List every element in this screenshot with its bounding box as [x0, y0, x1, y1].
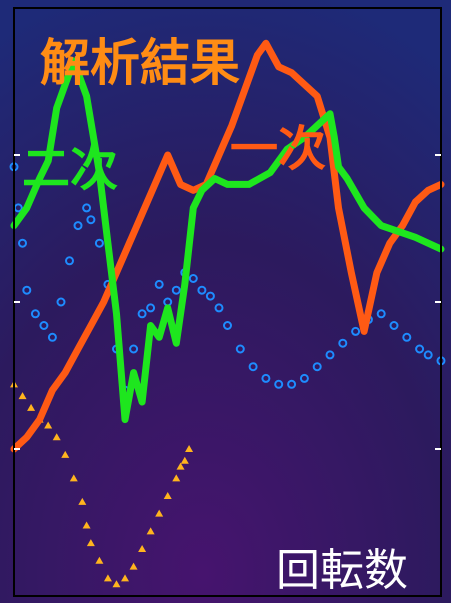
- data-point: [163, 492, 172, 500]
- data-point: [18, 238, 27, 248]
- data-point: [154, 279, 164, 289]
- data-point: [180, 456, 189, 464]
- data-point: [274, 379, 284, 389]
- data-point: [112, 580, 121, 588]
- data-point: [27, 403, 36, 411]
- data-point: [146, 303, 156, 313]
- data-point: [205, 291, 215, 301]
- data-point: [39, 321, 49, 330]
- data-point: [287, 379, 297, 389]
- series-4: [10, 380, 194, 588]
- data-point: [172, 474, 181, 482]
- data-point: [129, 562, 138, 570]
- data-point: [261, 373, 271, 383]
- data-point: [95, 556, 104, 564]
- data-point: [78, 497, 87, 505]
- data-point: [86, 539, 95, 547]
- data-point: [30, 309, 40, 319]
- data-point: [155, 509, 164, 517]
- data-point: [22, 285, 32, 295]
- data-point: [65, 256, 74, 266]
- series-2: [10, 57, 445, 424]
- data-point: [146, 527, 155, 535]
- data-point: [248, 362, 258, 372]
- data-point: [389, 321, 399, 330]
- data-point: [129, 344, 139, 354]
- annotation-first-order: 一次: [230, 121, 326, 177]
- data-point: [197, 285, 207, 295]
- data-point: [61, 450, 70, 458]
- data-point: [188, 274, 198, 283]
- data-point: [138, 544, 147, 552]
- data-point: [137, 309, 147, 319]
- series-line-2: [10, 57, 445, 424]
- data-point: [423, 350, 433, 360]
- data-point: [402, 332, 412, 342]
- x-axis-label: 回転数: [276, 545, 408, 596]
- data-point: [171, 285, 181, 295]
- data-point: [18, 392, 27, 400]
- data-point: [73, 221, 83, 231]
- data-point: [376, 309, 386, 319]
- data-point: [338, 338, 348, 348]
- data-point: [86, 215, 96, 225]
- data-point: [94, 238, 104, 248]
- series-1: [10, 39, 445, 453]
- series-layer: [9, 39, 446, 588]
- chart-title: 解析結果: [40, 34, 240, 92]
- data-point: [299, 373, 309, 383]
- data-point: [415, 344, 425, 354]
- data-point: [69, 474, 78, 482]
- data-point: [235, 344, 245, 354]
- annotation-second-order: 二次: [22, 141, 118, 197]
- data-point: [176, 462, 185, 470]
- data-point: [351, 326, 361, 336]
- data-point: [121, 574, 130, 582]
- data-point: [223, 321, 232, 330]
- data-point: [185, 445, 194, 452]
- data-point: [52, 433, 61, 441]
- data-point: [82, 203, 92, 213]
- data-point: [47, 332, 57, 342]
- data-point: [312, 362, 322, 372]
- tick-layer: [14, 154, 441, 450]
- data-point: [325, 350, 335, 360]
- data-point: [214, 303, 224, 313]
- data-point: [103, 574, 112, 582]
- data-point: [44, 421, 53, 429]
- series-line-1: [10, 39, 445, 453]
- data-point: [56, 297, 66, 307]
- data-point: [82, 521, 91, 529]
